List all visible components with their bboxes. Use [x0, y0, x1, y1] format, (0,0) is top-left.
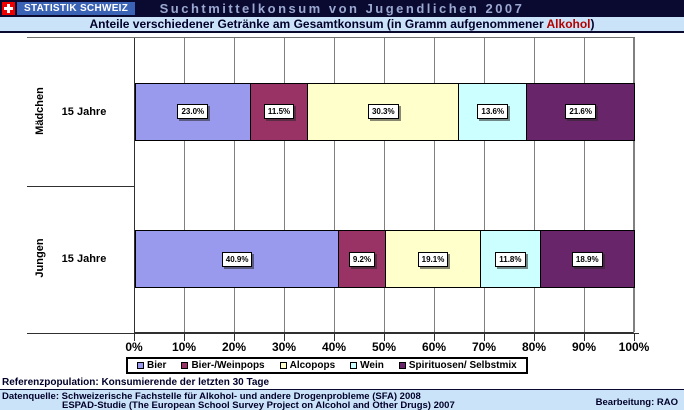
gridline — [284, 38, 285, 332]
gridline — [234, 38, 235, 332]
gridline — [434, 38, 435, 332]
bar-segment: 11.8% — [480, 231, 540, 288]
editor-credit: Bearbeitung: RAO — [595, 397, 678, 408]
stacked-bar: 40.9% 9.2% 19.1% 11.8% 18.9% — [135, 230, 635, 289]
data-label: 19.1% — [417, 251, 449, 267]
gridline — [634, 38, 635, 332]
legend-swatch — [398, 362, 406, 369]
legend-label: Bier — [147, 360, 167, 371]
x-axis-tick — [484, 333, 485, 341]
x-axis-tick — [534, 333, 535, 341]
data-label: 9.2% — [348, 251, 376, 267]
data-label: 13.6% — [477, 104, 509, 120]
gridline — [334, 38, 335, 332]
bar-segment: 30.3% — [307, 83, 459, 140]
data-label: 40.9% — [221, 251, 253, 267]
bar-segment: 13.6% — [458, 83, 527, 140]
data-label: 18.9% — [571, 251, 603, 267]
legend-item: Bier-/Weinpops — [181, 360, 265, 371]
bar-segment: 23.0% — [136, 83, 250, 140]
x-axis-tick-label: 0% — [125, 340, 143, 354]
x-axis-tick — [634, 333, 635, 341]
x-axis-tick — [134, 333, 135, 341]
gridline — [484, 38, 485, 332]
legend-label: Spirituosen/ Selbstmix — [408, 360, 517, 371]
swiss-flag-icon — [2, 2, 15, 15]
brand-label: STATISTIK SCHWEIZ — [17, 2, 136, 15]
category-sublabel: 15 Jahre — [61, 253, 107, 266]
page-title: Suchtmittelkonsum von Jugendlichen 2007 — [159, 1, 525, 16]
legend-item: Alcopops — [279, 360, 336, 371]
x-axis-tick-label: 10% — [171, 340, 197, 354]
data-label: 21.6% — [565, 104, 596, 120]
x-axis-tick-label: 60% — [421, 340, 447, 354]
x-axis-tick — [384, 333, 385, 341]
category-label: Jungen — [34, 238, 46, 278]
x-axis-tick-label: 40% — [321, 340, 347, 354]
category-axis-tick — [27, 185, 135, 187]
bar-segment: 18.9% — [539, 231, 634, 288]
subtitle-highlight: Alkohol — [546, 17, 591, 31]
chart-top-border — [27, 37, 635, 38]
bar-segment: 40.9% — [136, 231, 339, 288]
bar-segment: 11.5% — [249, 83, 308, 140]
x-axis-tick-label: 50% — [371, 340, 397, 354]
stacked-bar: 23.0% 11.5% 30.3% 13.6% 21.6% — [135, 82, 635, 141]
legend-item: Bier — [137, 360, 166, 371]
x-axis-tick-label: 70% — [471, 340, 497, 354]
header-bar: STATISTIK SCHWEIZ Suchtmittelkonsum von … — [0, 0, 684, 17]
x-axis-tick — [234, 333, 235, 341]
legend: Bier Bier-/Weinpops Alcopops Wein Spirituose… — [126, 357, 528, 374]
legend-label: Alcopops — [289, 360, 336, 371]
legend-item: Spirituosen/ Selbstmix — [398, 360, 517, 371]
legend-item: Wein — [350, 360, 384, 371]
source-band: Datenquelle: Schweizerische Fachstelle f… — [0, 389, 684, 410]
x-axis-tick-label: 20% — [221, 340, 247, 354]
data-source-line1: Datenquelle: Schweizerische Fachstelle f… — [2, 391, 421, 402]
data-label: 30.3% — [367, 104, 399, 120]
x-axis-tick — [434, 333, 435, 341]
legend-swatch — [279, 362, 287, 369]
gridline — [384, 38, 385, 332]
x-axis-tick-label: 100% — [618, 340, 650, 354]
x-axis-tick-label: 80% — [521, 340, 547, 354]
legend-swatch — [350, 362, 358, 369]
legend-swatch — [181, 362, 189, 369]
gridline — [584, 38, 585, 332]
data-label: 23.0% — [177, 104, 209, 120]
data-source-line2: ESPAD-Studie (The European School Survey… — [62, 400, 455, 410]
legend-label: Wein — [360, 360, 384, 371]
x-axis-tick — [334, 333, 335, 341]
legend-swatch — [137, 362, 144, 369]
subtitle-text: Anteile verschiedener Getränke am Gesamt… — [89, 17, 547, 31]
gridline — [184, 38, 185, 332]
bar-segment: 9.2% — [338, 231, 385, 288]
chart-subtitle: Anteile verschiedener Getränke am Gesamt… — [0, 17, 684, 33]
data-label: 11.5% — [263, 104, 295, 120]
x-axis-tick — [584, 333, 585, 341]
legend-label: Bier-/Weinpops — [191, 360, 265, 371]
bar-segment: 19.1% — [384, 231, 481, 288]
x-axis-tick-label: 30% — [271, 340, 297, 354]
x-axis-tick — [284, 333, 285, 341]
category-label: Mädchen — [34, 86, 46, 135]
x-axis-tick — [184, 333, 185, 341]
x-axis-tick-label: 90% — [571, 340, 597, 354]
data-label: 11.8% — [495, 251, 526, 267]
plot-area: 23.0% 11.5% 30.3% 13.6% 21.6% 40.9% 9.2% 19.1% 1… — [134, 38, 635, 333]
x-axis-line — [27, 333, 639, 334]
subtitle-close: ) — [590, 17, 595, 31]
category-sublabel: 15 Jahre — [61, 105, 107, 118]
bar-segment: 21.6% — [526, 83, 635, 140]
chart-area: 23.0% 11.5% 30.3% 13.6% 21.6% 40.9% 9.2% 19.1% 1… — [0, 33, 684, 377]
gridline — [534, 38, 535, 332]
reference-population-note: Referenzpopulation: Konsumierende der le… — [0, 377, 684, 389]
